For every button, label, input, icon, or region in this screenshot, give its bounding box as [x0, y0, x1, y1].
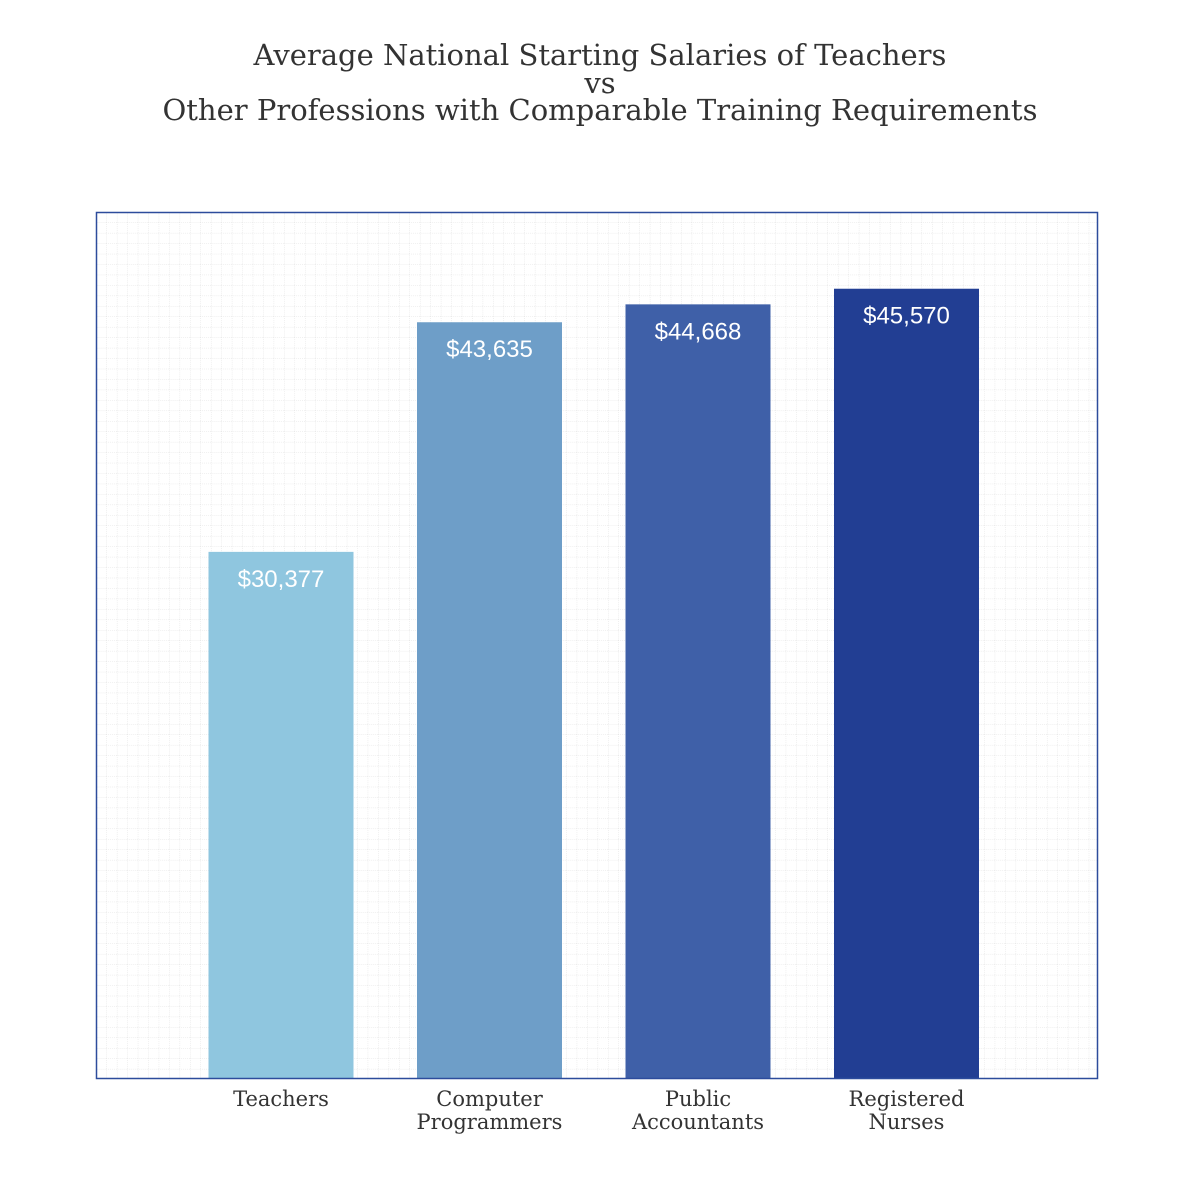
chart-title-line-2: vs [584, 65, 616, 100]
data-labels-group: $30,377 $43,635 $44,668 $45,570 [238, 303, 950, 593]
x-tick-label-registered-nurses: Registered Nurses [848, 1087, 965, 1134]
chart-title-line-1: Average National Starting Salaries of Te… [253, 38, 947, 72]
data-label-registered-nurses: $45,570 [863, 303, 950, 330]
chart-title-line-3: Other Professions with Comparable Traini… [162, 93, 1038, 127]
bar-teachers [208, 551, 354, 1078]
data-label-computer-programmers: $43,635 [446, 336, 533, 363]
chart-title: Average National Starting Salaries of Te… [0, 38, 1200, 127]
x-tick-label-teachers: Teachers [233, 1087, 329, 1111]
bar-computer-programmers [417, 322, 562, 1078]
x-tick-label-computer-programmers: Computer Programmers [416, 1087, 563, 1134]
x-tick-label-public-accountants: Public Accountants [631, 1087, 765, 1134]
data-label-public-accountants: $44,668 [655, 318, 742, 345]
data-label-teachers: $30,377 [238, 566, 325, 593]
plot-frame [95, 211, 1099, 1080]
bars-group [208, 288, 979, 1079]
bar-registered-nurses [834, 288, 979, 1078]
bar-public-accountants [625, 304, 771, 1079]
